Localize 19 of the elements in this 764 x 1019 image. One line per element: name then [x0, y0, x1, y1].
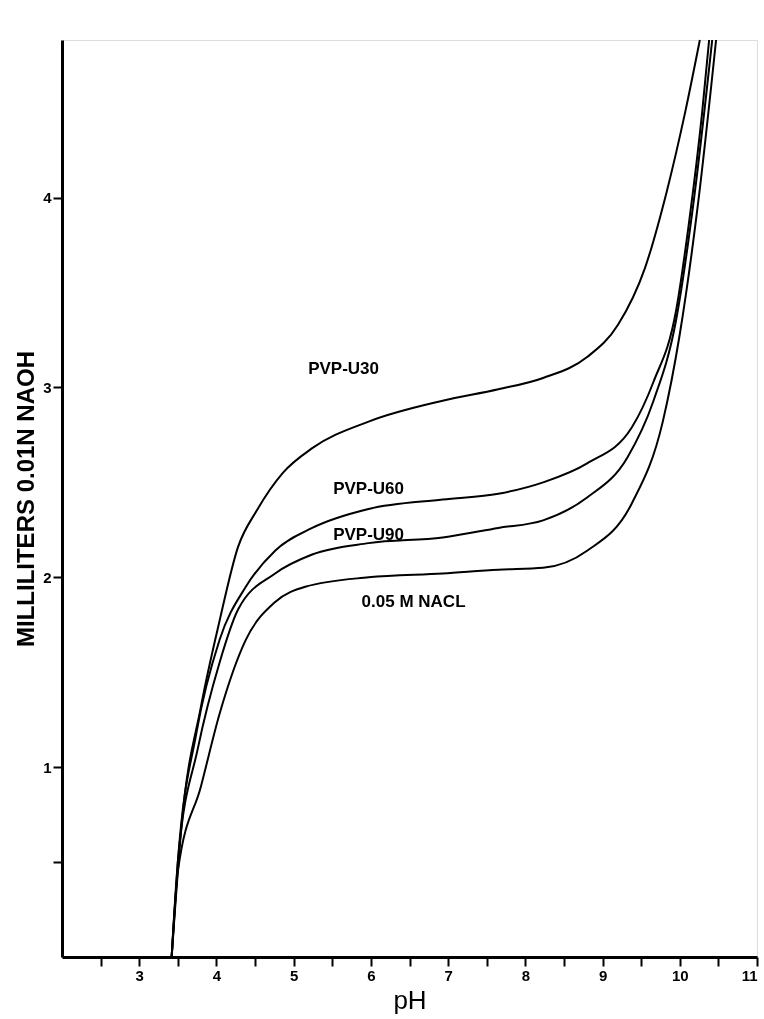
x-tick-label: 8 [521, 966, 531, 984]
x-tick-label: 4 [212, 966, 222, 984]
x-tick-label: 3 [135, 966, 144, 984]
x-tick-label: 10 [671, 966, 689, 984]
y-tick-label: 4 [43, 189, 53, 207]
y-tick-label: 3 [43, 378, 52, 396]
x-tick-label: 11 [741, 966, 758, 984]
series-label: 0.05 M NACL [361, 592, 466, 612]
y-axis-title: MILLILITERS 0.01N NAOH [12, 350, 40, 648]
x-axis-title: pH [393, 984, 427, 1015]
x-tick-label: 5 [289, 966, 299, 984]
x-tick-label: 6 [367, 966, 376, 984]
series-label: PVP-U60 [333, 478, 405, 498]
series-label: PVP-U90 [333, 525, 405, 545]
x-tick-label: 7 [444, 966, 453, 984]
x-tick-label: 9 [598, 966, 608, 984]
text: PVP-U30 [308, 358, 380, 378]
y-tick-label: 2 [43, 568, 52, 586]
y-tick-label: 1 [43, 758, 52, 776]
